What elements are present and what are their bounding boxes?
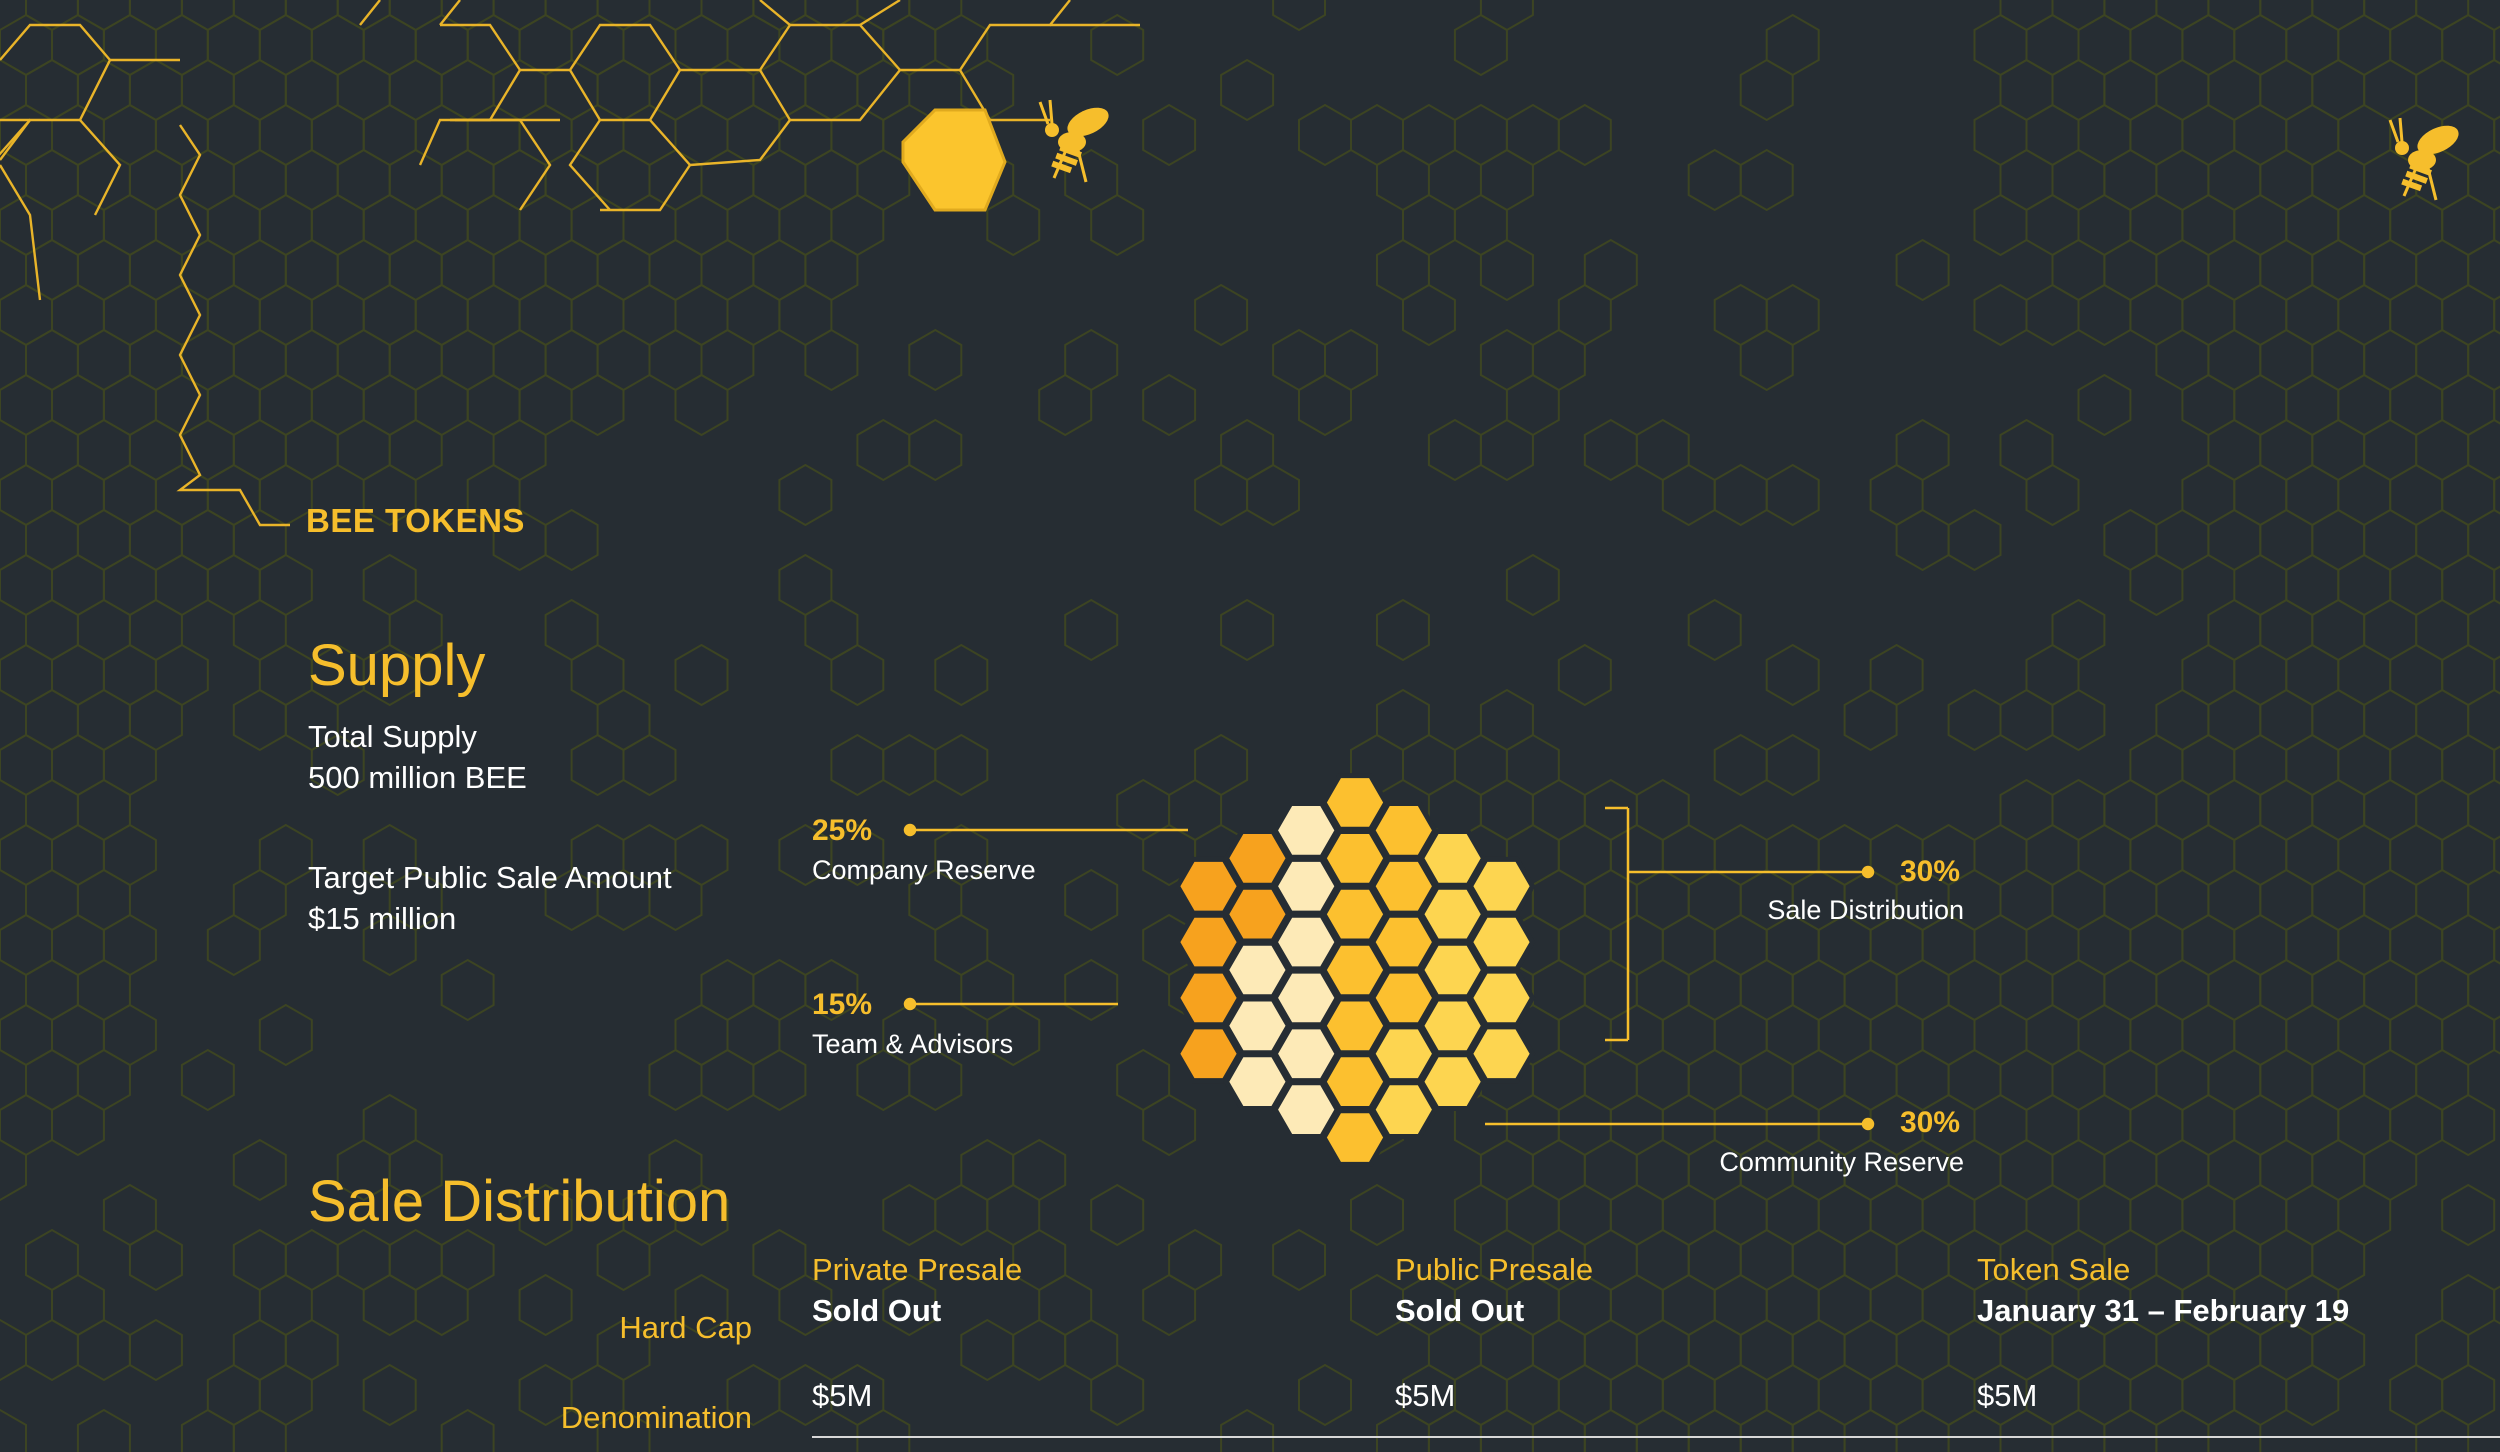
sale-distribution-label: Sale Distribution [1767, 895, 1964, 925]
public-presale-hard-cap: $5M [1395, 1378, 1456, 1413]
bee-icon [2388, 117, 2459, 201]
gold-honeycomb-lines [0, 0, 1140, 527]
sale-distribution-title: Sale Distribution [308, 1169, 731, 1234]
gold-hexagon [901, 108, 1007, 212]
hex-cell-community-reserve [1467, 912, 1536, 972]
token-sale-status: January 31 – February 19 [1977, 1293, 2350, 1328]
community-reserve-leader-dot [1861, 1117, 1875, 1131]
hex-cell-community-reserve [1467, 1024, 1536, 1084]
hex-cell-community-reserve [1418, 1052, 1487, 1111]
token-distribution-chart [903, 773, 1875, 1167]
token-sale-heading: Token Sale [1977, 1252, 2131, 1287]
public-presale-heading: Public Presale [1395, 1252, 1594, 1287]
bee-icon [1038, 99, 1109, 183]
target-sale-value: $15 million [308, 901, 457, 936]
total-supply-value: 500 million BEE [308, 760, 527, 795]
target-sale-label: Target Public Sale Amount [308, 860, 672, 895]
hex-cell-community-reserve [1369, 1080, 1438, 1139]
team-advisors-percent: 15% [812, 988, 873, 1021]
team-advisors-label: Team & Advisors [812, 1029, 1014, 1059]
hex-cell-community-reserve [1467, 968, 1536, 1028]
private-presale-hard-cap: $5M [812, 1378, 873, 1413]
table-divider [812, 1436, 2500, 1438]
private-presale-status: Sold Out [812, 1293, 942, 1328]
sale-distribution-leader-dot [1861, 865, 1875, 879]
hex-cell-team-advisors [1174, 1024, 1243, 1084]
team-advisors-leader-dot [903, 997, 917, 1011]
hex-cell-community-reserve [1467, 856, 1536, 916]
community-reserve-percent: 30% [1900, 1106, 1961, 1139]
section-eyebrow: BEE TOKENS [306, 502, 525, 539]
community-reserve-label: Community Reserve [1719, 1147, 1964, 1177]
public-presale-status: Sold Out [1395, 1293, 1525, 1328]
company-reserve-percent: 25% [812, 814, 873, 847]
hard-cap-row-label: Hard Cap [619, 1310, 752, 1345]
denomination-row-label: Denomination [560, 1400, 752, 1435]
company-reserve-label: Company Reserve [812, 855, 1036, 885]
token-sale-hard-cap: $5M [1977, 1378, 2038, 1413]
private-presale-heading: Private Presale [812, 1252, 1023, 1287]
company-reserve-leader-dot [903, 823, 917, 837]
sale-distribution-percent: 30% [1900, 855, 1961, 888]
total-supply-label: Total Supply [308, 719, 477, 754]
hex-cell-sale-distribution [1321, 1108, 1389, 1167]
supply-title: Supply [308, 633, 486, 698]
